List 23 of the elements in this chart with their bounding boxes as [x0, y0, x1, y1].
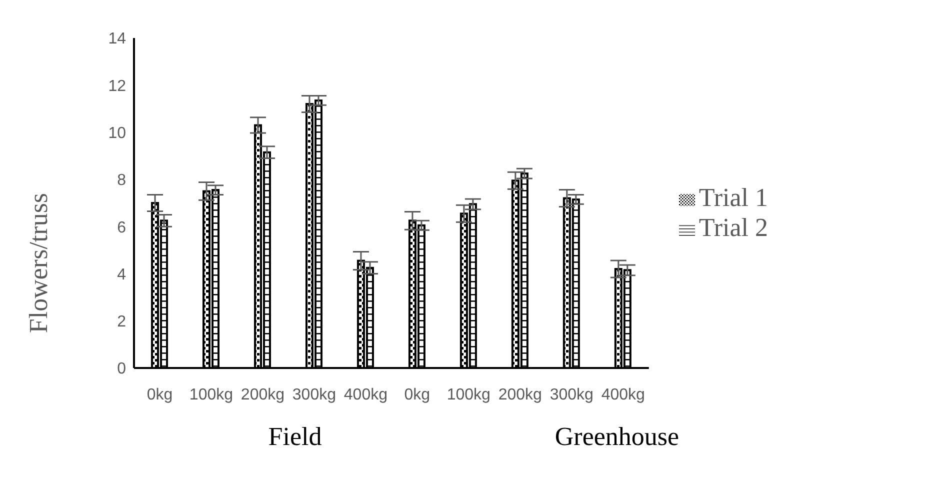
- y-tick-label: 14: [108, 30, 126, 48]
- x-tick-label: 200kg: [498, 386, 542, 404]
- x-tick-label: 100kg: [189, 386, 234, 404]
- y-tick-label: 8: [117, 172, 126, 190]
- x-tick-label: 300kg: [292, 386, 336, 404]
- y-tick-label: 4: [117, 266, 126, 284]
- y-tick-label: 12: [108, 78, 126, 95]
- y-axis-title: Flowers/truss: [24, 192, 54, 334]
- x-tick-label: 200kg: [240, 386, 285, 404]
- x-tick-label: 400kg: [601, 386, 645, 404]
- x-tick-label: 400kg: [344, 386, 388, 404]
- y-tick-label: 6: [117, 219, 126, 236]
- x-tick-label: 0kg: [146, 386, 173, 404]
- legend-label: Trial 2: [698, 213, 768, 242]
- y-tick-label: 2: [117, 314, 126, 331]
- legend-label: Trial 1: [698, 183, 768, 212]
- y-tick-label: 0: [117, 360, 126, 378]
- text: Field: [267, 422, 323, 452]
- y-tick-label: 10: [108, 124, 126, 142]
- text: Greenhouse: [554, 422, 680, 452]
- x-tick-label: 0kg: [404, 386, 430, 404]
- x-tick-label: 300kg: [550, 386, 594, 404]
- x-tick-label: 100kg: [446, 386, 490, 404]
